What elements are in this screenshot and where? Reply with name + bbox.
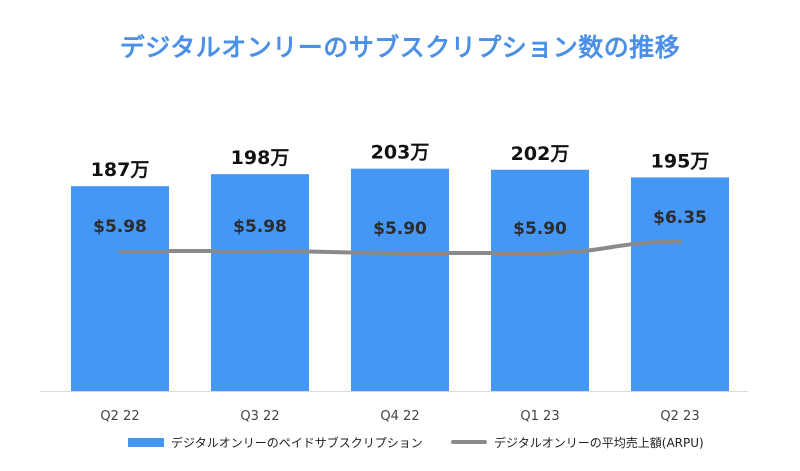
bar-data-label: 203万 <box>371 142 430 164</box>
legend-swatch-line <box>451 440 487 444</box>
bar-q3-22 <box>211 174 309 391</box>
legend-item-arpu: デジタルオンリーの平均売上額(ARPU) <box>451 434 704 450</box>
bar-q2-22 <box>71 186 169 391</box>
bar-data-label: 187万 <box>91 159 150 181</box>
chart-title: デジタルオンリーのサブスクリプション数の推移 <box>119 33 681 62</box>
legend-item-subscriptions: デジタルオンリーのペイドサブスクリプション <box>128 434 423 450</box>
legend-label-subscriptions: デジタルオンリーのペイドサブスクリプション <box>171 435 423 450</box>
bar-q2-23 <box>631 177 729 391</box>
bar-q1-23 <box>491 169 589 391</box>
arpu-line <box>118 239 682 256</box>
legend-swatch-bar <box>128 437 164 447</box>
x-tick-label: Q2 22 <box>100 409 139 424</box>
x-tick-label: Q3 22 <box>240 409 279 424</box>
arpu-data-label: $5.98 <box>93 217 147 237</box>
arpu-data-label: $5.98 <box>233 217 287 237</box>
legend-label-arpu: デジタルオンリーの平均売上額(ARPU) <box>494 435 704 450</box>
bar-data-label: 202万 <box>511 143 570 165</box>
x-tick-label: Q2 23 <box>660 409 699 424</box>
arpu-data-label: $6.35 <box>653 208 707 228</box>
x-tick-label: Q1 23 <box>520 409 559 424</box>
arpu-data-label: $5.90 <box>513 219 567 239</box>
x-tick-label: Q4 22 <box>380 409 419 424</box>
arpu-data-label: $5.90 <box>373 219 427 239</box>
bar-data-label: 195万 <box>651 150 710 172</box>
bar-data-label: 198万 <box>231 147 290 169</box>
bar-q4-22 <box>351 168 449 391</box>
